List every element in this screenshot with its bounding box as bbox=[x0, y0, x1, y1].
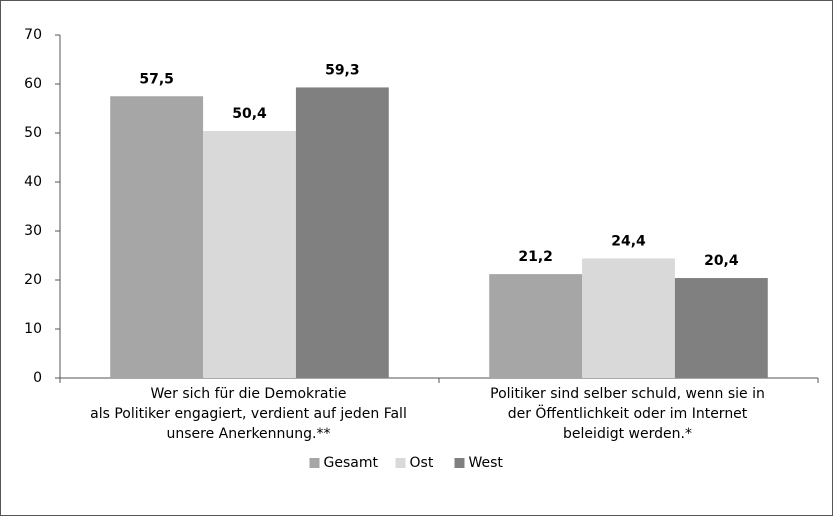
legend-swatch bbox=[309, 458, 320, 468]
x-tick-label: Politiker sind selber schuld, wenn sie i… bbox=[490, 386, 765, 442]
y-tick-label: 20 bbox=[24, 272, 42, 288]
y-tick-label: 10 bbox=[24, 321, 42, 337]
bar bbox=[295, 87, 389, 379]
x-tick-label: Wer sich für die Demokratie als Politike… bbox=[90, 386, 407, 442]
bar bbox=[110, 96, 204, 378]
legend-label: West bbox=[469, 455, 504, 471]
y-tick-label: 50 bbox=[24, 125, 42, 141]
data-label: 50,4 bbox=[232, 106, 267, 122]
y-tick-label: 0 bbox=[33, 370, 42, 386]
data-label: 59,3 bbox=[325, 62, 360, 78]
y-tick-label: 40 bbox=[24, 174, 42, 190]
bar bbox=[203, 131, 296, 378]
y-tick-label: 60 bbox=[24, 76, 42, 92]
data-label: 20,4 bbox=[704, 253, 739, 269]
legend-label: Gesamt bbox=[324, 455, 379, 471]
bar bbox=[674, 278, 768, 378]
bar bbox=[582, 258, 675, 378]
bar bbox=[489, 274, 583, 378]
legend-label: Ost bbox=[410, 455, 434, 471]
data-label: 57,5 bbox=[139, 71, 174, 87]
legend-swatch bbox=[454, 458, 465, 468]
data-label: 21,2 bbox=[518, 249, 553, 265]
y-tick-label: 30 bbox=[24, 223, 42, 239]
legend-swatch bbox=[395, 458, 406, 468]
data-label: 24,4 bbox=[611, 233, 646, 249]
y-tick-label: 70 bbox=[24, 27, 42, 43]
